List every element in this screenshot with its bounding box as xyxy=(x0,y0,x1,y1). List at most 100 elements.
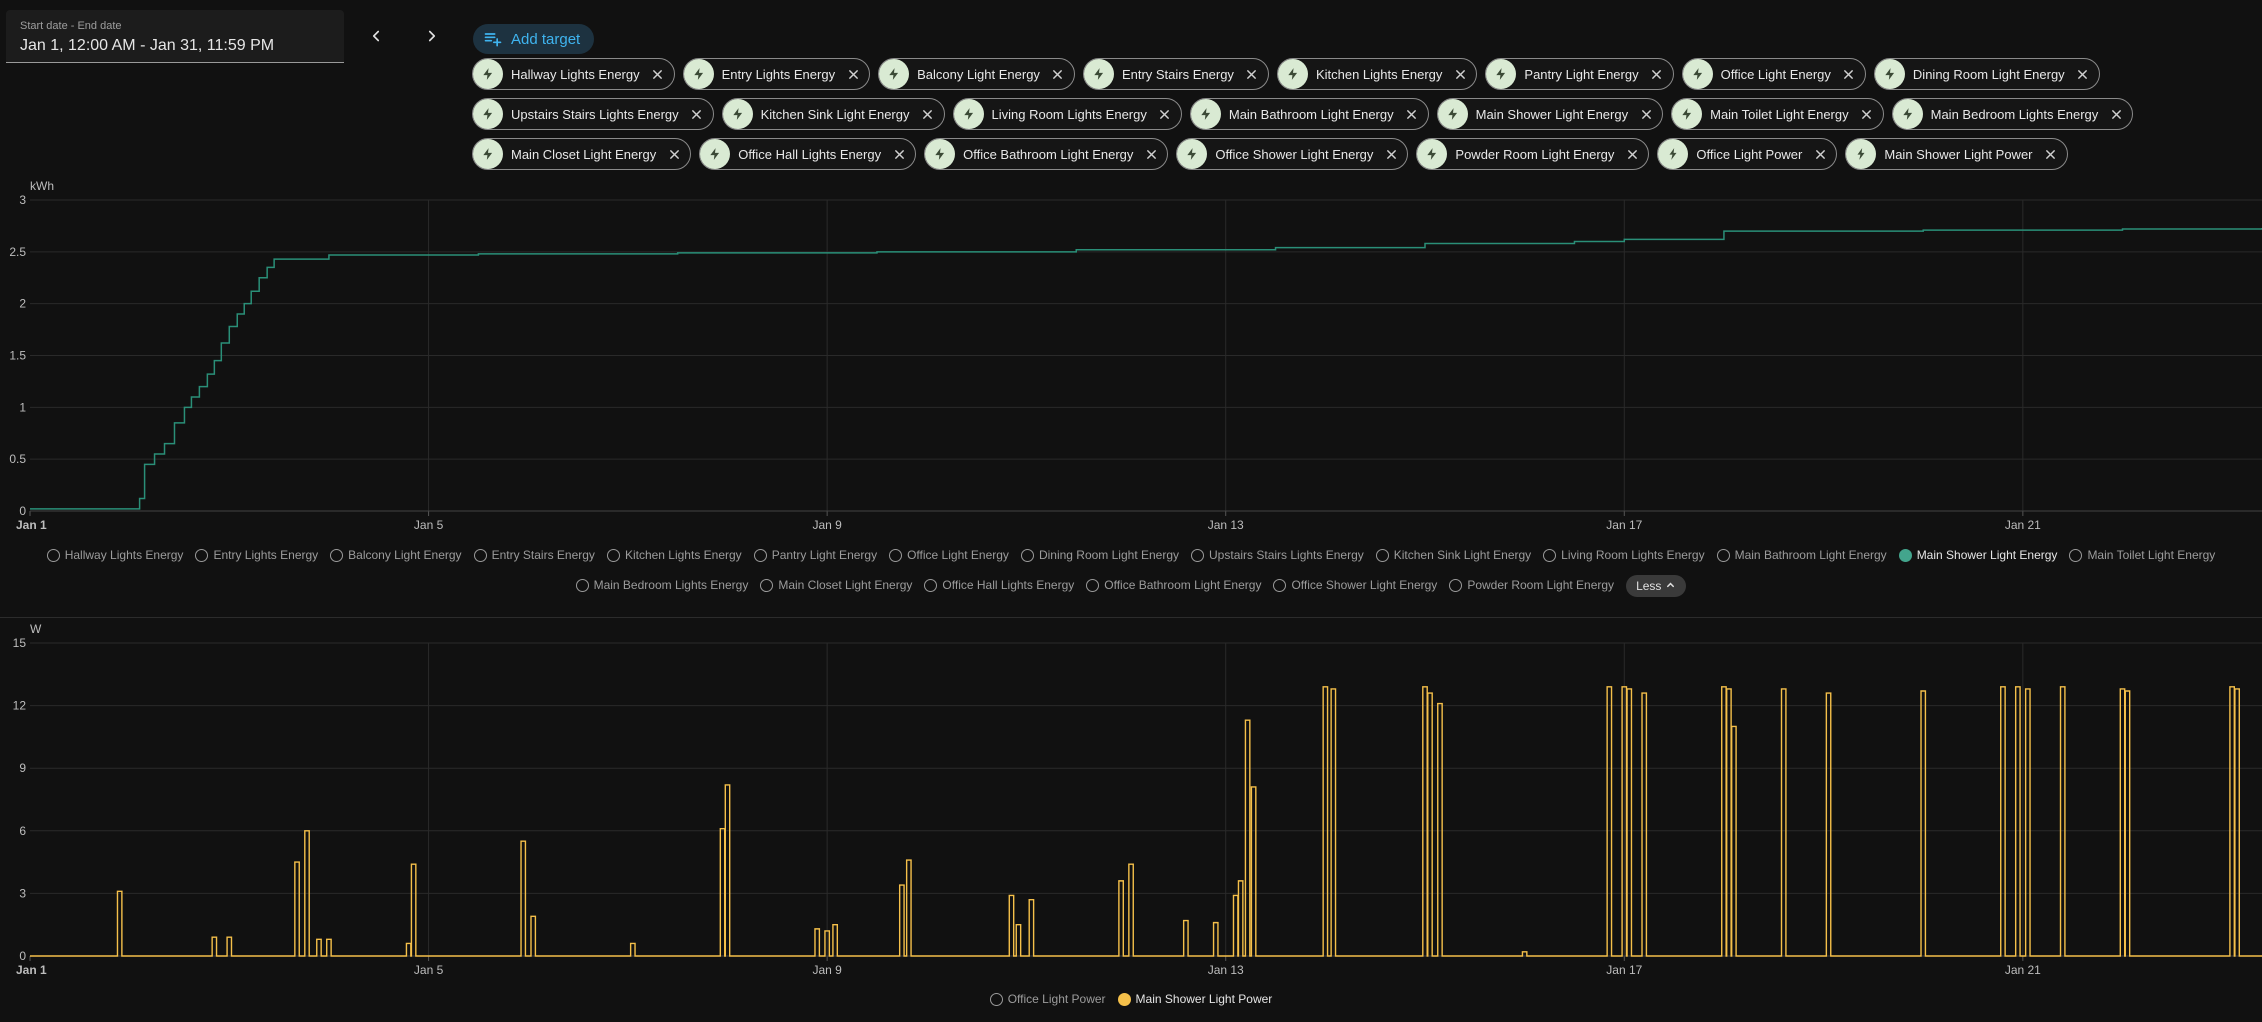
close-icon[interactable] xyxy=(845,66,861,82)
legend-swatch xyxy=(760,578,774,592)
legend-item-main-bathroom-light-energy[interactable]: Main Bathroom Light Energy xyxy=(1716,545,1887,565)
target-chip-main-bathroom-light-energy[interactable]: Main Bathroom Light Energy xyxy=(1189,98,1429,130)
legend-item-office-hall-lights-energy[interactable]: Office Hall Lights Energy xyxy=(924,575,1074,595)
close-icon[interactable] xyxy=(2108,106,2124,122)
previous-period-button[interactable] xyxy=(362,22,390,50)
legend-item-office-shower-light-energy[interactable]: Office Shower Light Energy xyxy=(1273,575,1437,595)
power-plug-icon xyxy=(1846,139,1877,169)
flash-icon xyxy=(879,59,910,89)
close-icon[interactable] xyxy=(650,66,666,82)
legend-item-office-light-power[interactable]: Office Light Power xyxy=(989,989,1106,1009)
legend-swatch xyxy=(330,548,344,562)
close-icon[interactable] xyxy=(1812,146,1828,162)
x-tick-label: Jan 13 xyxy=(1208,963,1244,977)
legend-item-dining-room-light-energy[interactable]: Dining Room Light Energy xyxy=(1020,545,1179,565)
target-chip-pantry-light-energy[interactable]: Pantry Light Energy xyxy=(1485,58,1674,90)
legend-swatch xyxy=(1191,548,1205,562)
target-chip-kitchen-sink-light-energy[interactable]: Kitchen Sink Light Energy xyxy=(721,98,945,130)
x-tick-label: Jan 9 xyxy=(812,518,842,532)
target-chip-label: Main Toilet Light Energy xyxy=(1710,106,1849,122)
target-chip-main-toilet-light-energy[interactable]: Main Toilet Light Energy xyxy=(1671,98,1884,130)
close-icon[interactable] xyxy=(920,106,936,122)
legend-item-main-bedroom-lights-energy[interactable]: Main Bedroom Lights Energy xyxy=(575,575,748,595)
x-tick-label: Jan 5 xyxy=(414,518,444,532)
legend-swatch xyxy=(924,578,938,592)
close-icon[interactable] xyxy=(1859,106,1875,122)
target-chip-powder-room-light-energy[interactable]: Powder Room Light Energy xyxy=(1416,138,1650,170)
legend-label: Office Hall Lights Energy xyxy=(942,578,1075,592)
close-icon[interactable] xyxy=(1404,106,1420,122)
close-icon[interactable] xyxy=(1244,66,1260,82)
target-chip-label: Dining Room Light Energy xyxy=(1912,66,2065,82)
series-line-main-shower-light-energy xyxy=(30,227,2262,510)
target-chip-label: Entry Stairs Energy xyxy=(1121,66,1234,82)
y-tick-label: 15 xyxy=(13,636,27,650)
close-icon[interactable] xyxy=(1452,66,1468,82)
legend-swatch xyxy=(575,578,589,592)
close-icon[interactable] xyxy=(666,146,682,162)
next-period-button[interactable] xyxy=(418,22,446,50)
target-chip-office-light-power[interactable]: Office Light Power xyxy=(1657,138,1838,170)
close-icon[interactable] xyxy=(1649,66,1665,82)
legend-swatch xyxy=(1375,548,1389,562)
legend-item-hallway-lights-energy[interactable]: Hallway Lights Energy xyxy=(46,545,183,565)
close-icon[interactable] xyxy=(1143,146,1159,162)
legend-item-main-closet-light-energy[interactable]: Main Closet Light Energy xyxy=(760,575,912,595)
close-icon[interactable] xyxy=(2075,66,2091,82)
target-chip-main-shower-light-energy[interactable]: Main Shower Light Energy xyxy=(1436,98,1664,130)
close-icon[interactable] xyxy=(891,146,907,162)
legend-item-entry-lights-energy[interactable]: Entry Lights Energy xyxy=(195,545,318,565)
legend-item-powder-room-light-energy[interactable]: Powder Room Light Energy xyxy=(1449,575,1614,595)
legend-item-balcony-light-energy[interactable]: Balcony Light Energy xyxy=(330,545,462,565)
legend-item-main-shower-light-energy[interactable]: Main Shower Light Energy xyxy=(1898,545,2057,565)
legend-item-pantry-light-energy[interactable]: Pantry Light Energy xyxy=(753,545,877,565)
target-chip-label: Office Light Power xyxy=(1696,146,1803,162)
power-chart-legend: Office Light Power Main Shower Light Powe… xyxy=(0,989,2262,1009)
close-icon[interactable] xyxy=(1050,66,1066,82)
target-chip-label: Entry Lights Energy xyxy=(721,66,836,82)
date-range-picker[interactable]: Start date - End date Jan 1, 12:00 AM - … xyxy=(6,10,344,63)
close-icon[interactable] xyxy=(1383,146,1399,162)
legend-item-office-light-energy[interactable]: Office Light Energy xyxy=(889,545,1009,565)
series-line-main-shower-light-power xyxy=(30,686,2262,957)
flash-icon xyxy=(1892,99,1923,129)
target-chip-upstairs-stairs-lights-energy[interactable]: Upstairs Stairs Lights Energy xyxy=(472,98,714,130)
legend-item-kitchen-sink-light-energy[interactable]: Kitchen Sink Light Energy xyxy=(1375,545,1531,565)
legend-item-main-toilet-light-energy[interactable]: Main Toilet Light Energy xyxy=(2069,545,2215,565)
close-icon[interactable] xyxy=(1841,66,1857,82)
close-icon[interactable] xyxy=(1157,106,1173,122)
close-icon[interactable] xyxy=(2043,146,2059,162)
flash-icon xyxy=(1437,99,1468,129)
target-chip-entry-stairs-energy[interactable]: Entry Stairs Energy xyxy=(1082,58,1269,90)
legend-item-living-room-lights-energy[interactable]: Living Room Lights Energy xyxy=(1543,545,1705,565)
target-chip-main-bedroom-lights-energy[interactable]: Main Bedroom Lights Energy xyxy=(1891,98,2134,130)
target-chip-office-light-energy[interactable]: Office Light Energy xyxy=(1681,58,1866,90)
legend-swatch xyxy=(2069,548,2083,562)
legend-item-entry-stairs-energy[interactable]: Entry Stairs Energy xyxy=(473,545,595,565)
power-plug-icon xyxy=(1658,139,1689,169)
target-chip-main-closet-light-energy[interactable]: Main Closet Light Energy xyxy=(472,138,692,170)
add-target-button[interactable]: Add target xyxy=(473,24,595,54)
target-chip-dining-room-light-energy[interactable]: Dining Room Light Energy xyxy=(1873,58,2100,90)
legend-swatch xyxy=(1716,548,1730,562)
flash-icon xyxy=(473,139,503,169)
legend-less-button[interactable]: Less xyxy=(1626,575,1687,597)
target-chip-office-shower-light-energy[interactable]: Office Shower Light Energy xyxy=(1176,138,1409,170)
legend-item-upstairs-stairs-lights-energy[interactable]: Upstairs Stairs Lights Energy xyxy=(1191,545,1364,565)
legend-item-kitchen-lights-energy[interactable]: Kitchen Lights Energy xyxy=(606,545,742,565)
target-chip-office-bathroom-light-energy[interactable]: Office Bathroom Light Energy xyxy=(924,138,1169,170)
flash-icon xyxy=(683,59,714,89)
close-icon[interactable] xyxy=(1624,146,1640,162)
close-icon[interactable] xyxy=(689,106,705,122)
target-chip-entry-lights-energy[interactable]: Entry Lights Energy xyxy=(682,58,871,90)
close-icon[interactable] xyxy=(1638,106,1654,122)
target-chip-office-hall-lights-energy[interactable]: Office Hall Lights Energy xyxy=(699,138,917,170)
target-chip-living-room-lights-energy[interactable]: Living Room Lights Energy xyxy=(952,98,1182,130)
x-tick-label: Jan 13 xyxy=(1208,518,1244,532)
target-chip-hallway-lights-energy[interactable]: Hallway Lights Energy xyxy=(472,58,675,90)
target-chip-kitchen-lights-energy[interactable]: Kitchen Lights Energy xyxy=(1276,58,1478,90)
target-chip-main-shower-light-power[interactable]: Main Shower Light Power xyxy=(1845,138,2068,170)
target-chip-balcony-light-energy[interactable]: Balcony Light Energy xyxy=(878,58,1075,90)
legend-item-main-shower-light-power[interactable]: Main Shower Light Power xyxy=(1117,989,1272,1009)
legend-item-office-bathroom-light-energy[interactable]: Office Bathroom Light Energy xyxy=(1086,575,1261,595)
